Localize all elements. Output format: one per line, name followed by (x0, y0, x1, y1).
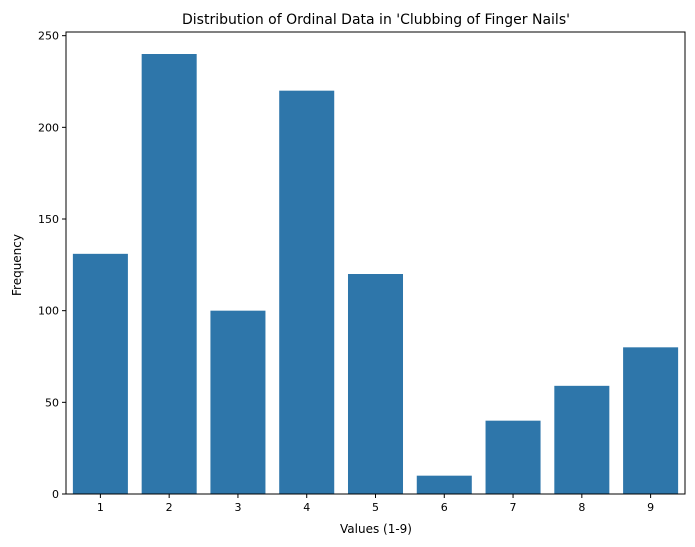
bar-4 (279, 90, 335, 495)
x-tick-label-8: 8 (578, 501, 585, 514)
y-tick-label-200: 200 (38, 121, 59, 134)
plot-area: 1 2 3 4 5 6 7 8 9 0 50 100 150 200 250 (38, 30, 686, 514)
x-tick-label-2: 2 (166, 501, 173, 514)
bar-8 (554, 385, 610, 494)
bar-1 (72, 253, 128, 494)
x-tick-label-6: 6 (441, 501, 448, 514)
bar-3 (210, 310, 266, 494)
x-axis-label: Values (1-9) (340, 522, 412, 536)
bar-7 (485, 420, 541, 494)
bar-5 (347, 274, 404, 494)
bar-2 (141, 54, 197, 494)
x-tick-label-1: 1 (97, 501, 104, 514)
y-axis-label: Frequency (10, 234, 24, 296)
x-tick-label-3: 3 (234, 501, 241, 514)
y-tick-label-150: 150 (38, 213, 59, 226)
x-tick-label-4: 4 (303, 501, 310, 514)
y-tick-label-0: 0 (52, 488, 59, 501)
y-tick-label-100: 100 (38, 305, 59, 318)
bar-9 (623, 347, 679, 494)
chart-title: Distribution of Ordinal Data in 'Clubbin… (182, 12, 570, 28)
x-tick-label-5: 5 (372, 501, 379, 514)
x-tick-label-9: 9 (647, 501, 654, 514)
y-tick-label-250: 250 (38, 30, 59, 43)
y-tick-label-50: 50 (45, 396, 59, 409)
bar-6 (416, 475, 472, 494)
x-tick-label-7: 7 (510, 501, 517, 514)
